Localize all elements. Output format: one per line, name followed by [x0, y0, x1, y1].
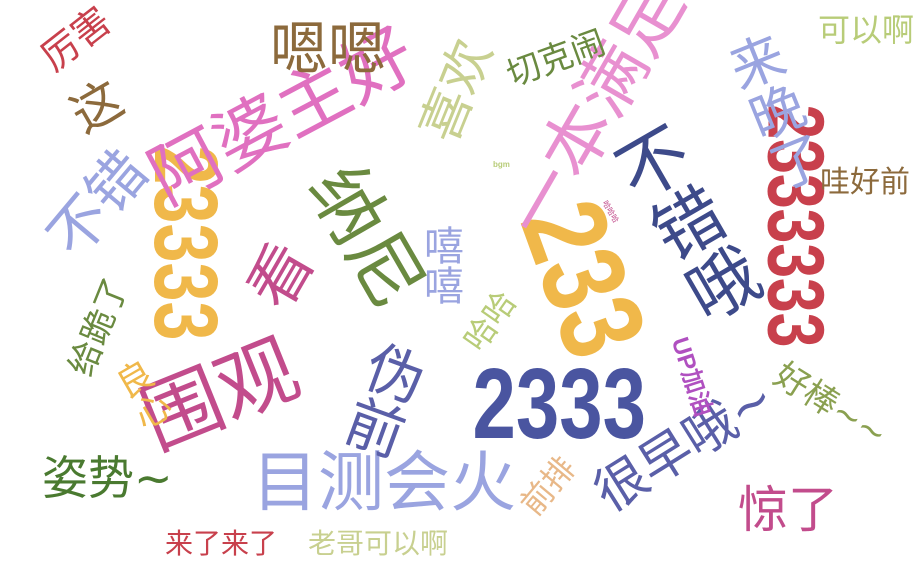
word-zhe: 这	[60, 69, 134, 145]
word-xixi: 嘻嘻	[417, 225, 463, 305]
word-bgm: bgm	[493, 160, 510, 169]
word-haobang: 好棒~~	[766, 354, 895, 456]
word-laogekeyia: 老哥可以啊	[308, 527, 449, 560]
word-enen: 嗯嗯	[270, 15, 387, 83]
word-zishi: 姿势~	[42, 451, 173, 505]
word-lihai: 厉害	[32, 0, 120, 80]
word-wahaoqian: 哇好前	[820, 165, 910, 200]
word-kan: 看	[233, 230, 328, 321]
word-haha: 哈哈	[456, 283, 524, 359]
word-2333: 2333	[472, 348, 646, 460]
word-lailelaile: 来了来了	[165, 527, 278, 560]
word-keyia: 可以啊	[818, 11, 915, 49]
word-qianpai: 前排	[512, 449, 584, 523]
word-xihuan: 喜欢	[409, 31, 505, 151]
word-nani: 纳尼	[291, 151, 441, 323]
word-jingle: 惊了	[738, 481, 838, 539]
word-mucehuihuo: 目测会火	[252, 444, 516, 521]
word-upjiayou: UP加油	[665, 333, 717, 420]
